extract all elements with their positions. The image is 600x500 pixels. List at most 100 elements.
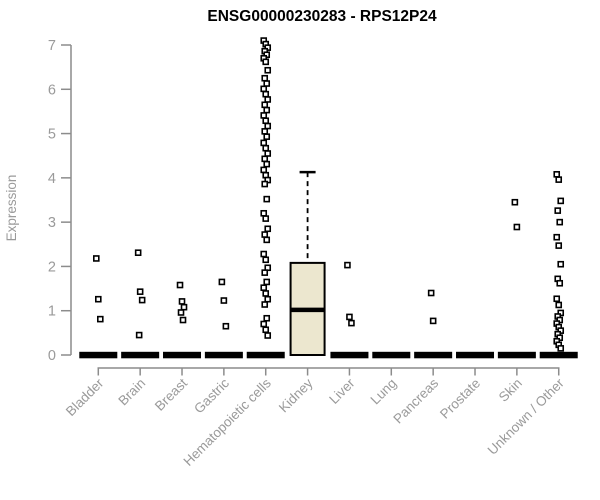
data-point xyxy=(264,225,272,233)
zero-cluster-bar xyxy=(330,351,369,359)
data-point xyxy=(264,66,272,74)
zero-cluster-bar xyxy=(246,351,285,359)
zero-cluster-bar xyxy=(414,351,453,359)
y-tick-label: 0 xyxy=(48,348,56,364)
data-point xyxy=(220,297,228,304)
data-point xyxy=(263,278,271,286)
y-axis-title: Expression xyxy=(4,175,19,242)
y-tick-label: 5 xyxy=(48,127,56,143)
data-point xyxy=(262,215,270,222)
data-point xyxy=(263,133,271,140)
zero-cluster-bar xyxy=(204,351,243,359)
data-point xyxy=(176,281,184,289)
y-tick-label: 1 xyxy=(48,304,56,320)
data-point xyxy=(557,197,565,205)
data-point xyxy=(553,171,561,178)
data-point xyxy=(556,218,564,226)
zero-cluster-bar xyxy=(372,351,411,359)
data-point xyxy=(178,298,186,305)
data-point xyxy=(263,106,271,114)
data-point xyxy=(264,122,272,130)
data-point xyxy=(262,144,270,152)
y-tick-label: 2 xyxy=(48,259,56,275)
data-point xyxy=(261,301,269,308)
data-point xyxy=(263,160,271,168)
x-tick-label: Kidney xyxy=(276,375,316,415)
zero-cluster-bar xyxy=(497,351,536,359)
x-tick-label: Skin xyxy=(496,376,525,405)
data-point xyxy=(218,278,226,286)
data-point xyxy=(429,317,437,325)
x-tick-label: Lung xyxy=(368,376,400,408)
data-point xyxy=(264,295,272,303)
y-tick-label: 6 xyxy=(48,82,56,98)
x-tick-label: Unknown / Other xyxy=(485,375,568,458)
zero-cluster-bar xyxy=(163,351,202,359)
data-point xyxy=(557,345,565,352)
data-point xyxy=(260,139,268,147)
data-point xyxy=(260,284,268,291)
data-point xyxy=(136,288,144,295)
data-point xyxy=(513,223,521,231)
x-tick-label: Liver xyxy=(326,375,358,407)
x-tick-label: Bladder xyxy=(63,375,107,419)
data-point xyxy=(262,326,270,334)
data-point xyxy=(557,260,565,268)
y-tick-label: 4 xyxy=(48,171,56,187)
data-point xyxy=(97,315,104,323)
data-point xyxy=(346,313,353,321)
data-point xyxy=(260,112,268,119)
data-point xyxy=(262,58,270,66)
chart-title: ENSG00000230283 - RPS12P24 xyxy=(207,8,437,25)
data-point xyxy=(262,290,270,297)
data-point xyxy=(260,320,268,328)
x-tick-label: Pancreas xyxy=(390,375,441,426)
data-point xyxy=(134,249,142,256)
data-point xyxy=(264,332,272,339)
data-point xyxy=(260,250,268,258)
data-point xyxy=(262,117,270,125)
data-point xyxy=(179,316,187,324)
data-point xyxy=(138,296,146,304)
data-point xyxy=(348,319,355,327)
data-point xyxy=(553,233,561,241)
data-point xyxy=(553,295,561,303)
data-point xyxy=(262,256,270,264)
data-point xyxy=(556,279,564,287)
data-point xyxy=(261,269,269,276)
data-point xyxy=(260,166,268,174)
data-point xyxy=(264,150,272,157)
data-point xyxy=(261,101,269,109)
data-point xyxy=(263,314,271,322)
x-tick-label: Brain xyxy=(115,376,148,409)
zero-cluster-bar xyxy=(539,351,578,359)
x-tick-label: Gastric xyxy=(191,375,232,416)
data-point xyxy=(261,180,269,188)
data-point xyxy=(555,242,563,249)
data-point xyxy=(260,85,268,93)
data-point xyxy=(263,80,271,87)
data-point xyxy=(554,207,562,214)
data-point xyxy=(135,331,143,339)
data-point xyxy=(180,303,188,311)
data-point xyxy=(264,96,272,103)
data-point xyxy=(555,301,563,309)
y-tick-label: 3 xyxy=(48,215,56,231)
data-point xyxy=(261,231,269,238)
x-tick-label: Breast xyxy=(152,375,190,413)
data-point xyxy=(261,155,269,163)
data-point xyxy=(427,289,435,297)
zero-cluster-bar xyxy=(121,351,160,359)
data-layer xyxy=(79,37,578,359)
data-point xyxy=(511,198,519,206)
x-tick-label: Prostate xyxy=(437,376,483,422)
data-point xyxy=(95,295,102,303)
data-point xyxy=(344,261,351,269)
data-point xyxy=(93,255,100,262)
zero-cluster-bar xyxy=(456,351,495,359)
data-point xyxy=(261,128,269,135)
y-tick-label: 7 xyxy=(48,38,56,54)
data-point xyxy=(555,176,563,183)
